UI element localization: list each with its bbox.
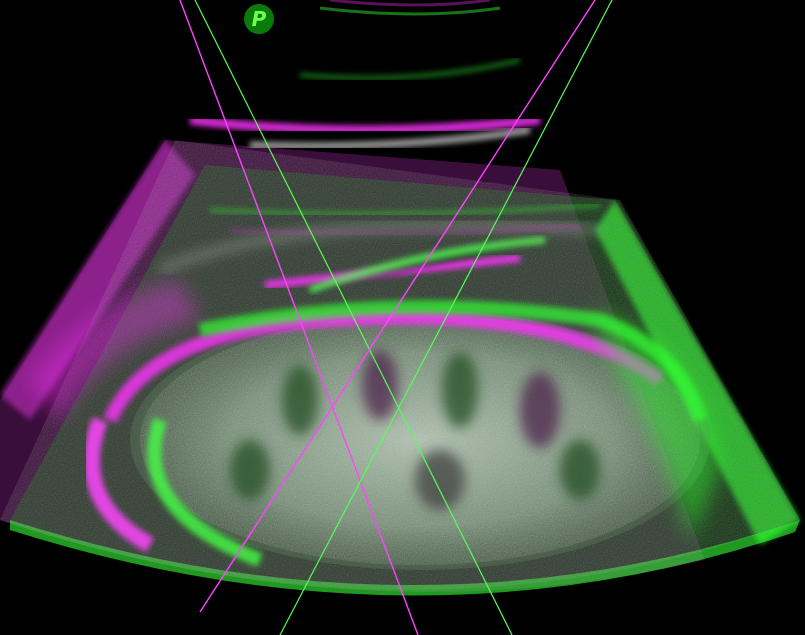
needle-guide-magenta-left — [179, 0, 419, 635]
probe-marker-label: P — [251, 7, 267, 31]
green-sector-bottom-edge — [10, 520, 800, 596]
probe-orientation-icon: P — [244, 4, 274, 34]
upper-band-magenta — [189, 115, 541, 135]
kidney-lower-pole-green — [147, 417, 263, 567]
kidney-lower-pole-magenta — [83, 417, 155, 552]
needle-guide-green-right — [279, 0, 613, 635]
upper-band-white — [249, 126, 531, 150]
needle-guide-green-left — [194, 0, 513, 635]
tissue-band-green — [308, 236, 546, 294]
needle-guide-magenta-right — [199, 0, 596, 613]
renal-pyramids — [230, 350, 600, 510]
kidney-capsule-magenta — [103, 310, 665, 423]
